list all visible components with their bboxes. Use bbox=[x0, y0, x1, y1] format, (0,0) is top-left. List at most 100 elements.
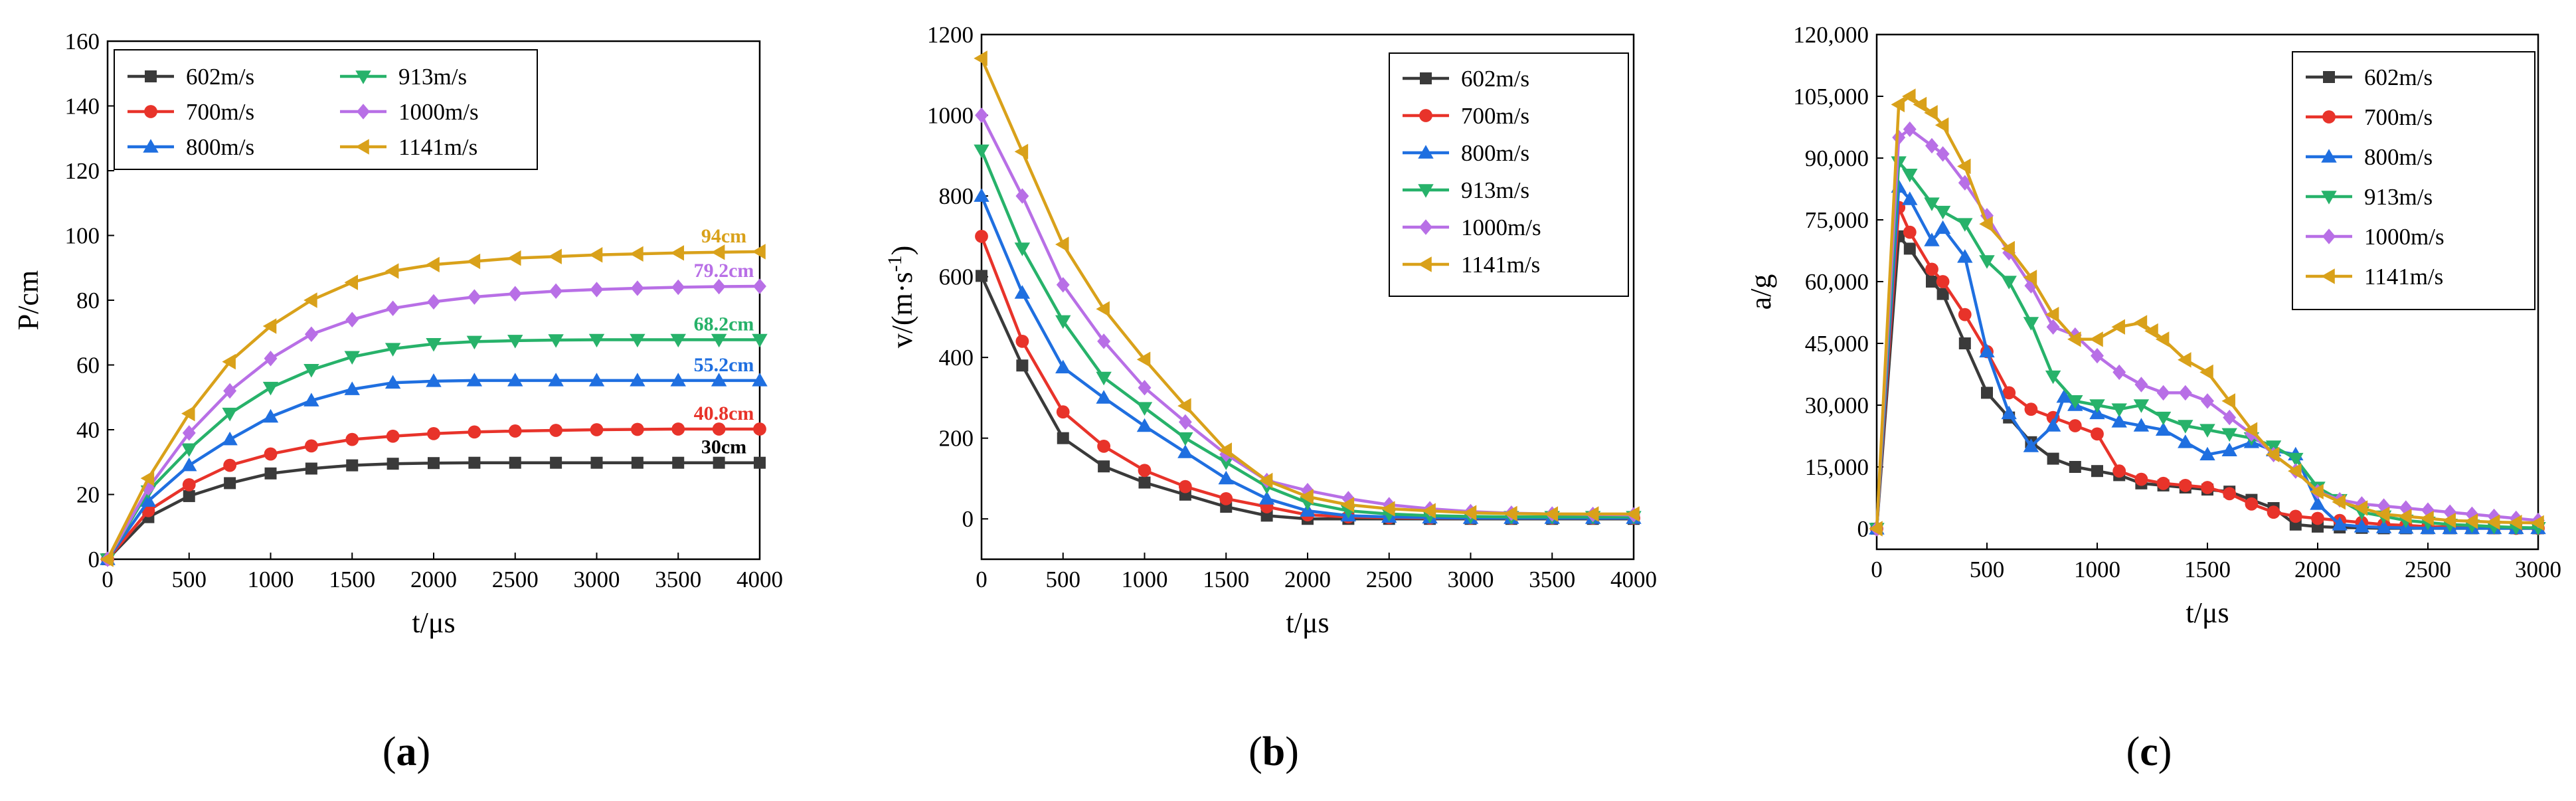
data-point bbox=[975, 107, 988, 124]
y-tick-label: 105,000 bbox=[1793, 84, 1869, 110]
legend-swatch-marker bbox=[1419, 219, 1432, 235]
data-point bbox=[590, 423, 604, 436]
data-point bbox=[181, 443, 197, 457]
data-point bbox=[2375, 506, 2390, 522]
y-tick-label: 15,000 bbox=[1805, 454, 1869, 480]
data-point bbox=[2221, 393, 2235, 409]
data-point bbox=[1869, 521, 1883, 537]
data-point bbox=[1934, 117, 1949, 134]
legend-item-1141m-s: 1141m/s bbox=[340, 134, 477, 160]
data-point bbox=[1957, 218, 1973, 232]
data-point bbox=[752, 333, 768, 348]
data-point bbox=[2002, 386, 2016, 400]
data-point bbox=[2056, 389, 2072, 403]
data-point bbox=[222, 407, 238, 422]
x-tick-label: 500 bbox=[172, 567, 207, 592]
legend-label: 700m/s bbox=[2364, 104, 2433, 130]
data-point bbox=[1936, 275, 1950, 288]
data-point bbox=[1902, 191, 1918, 205]
data-point bbox=[2354, 519, 2370, 533]
legend-box bbox=[114, 49, 538, 170]
chart-a: 0 500 1000 1500 2000 2500 3000 3500 4000 0 20 40 60 8… bbox=[12, 29, 783, 774]
data-point bbox=[2243, 422, 2258, 438]
caption-close: ) bbox=[2158, 729, 2172, 774]
end-label-700m-s: 40.8cm bbox=[694, 402, 754, 424]
legend-item-800m-s: 800m/s bbox=[128, 134, 254, 160]
series-line-800m-s bbox=[106, 379, 760, 561]
data-point bbox=[1260, 509, 1273, 522]
data-point bbox=[2201, 393, 2214, 409]
data-point bbox=[670, 373, 686, 387]
data-point bbox=[181, 457, 197, 472]
data-point bbox=[1097, 333, 1111, 349]
data-point bbox=[385, 375, 401, 389]
data-point bbox=[711, 333, 727, 348]
x-tick-label: 2500 bbox=[2405, 557, 2451, 582]
x-axis-title: t/μs bbox=[1286, 606, 1329, 639]
legend-item-700m-s: 700m/s bbox=[1403, 103, 1529, 129]
data-point bbox=[1958, 337, 1971, 349]
y-tick-label: 80 bbox=[76, 288, 100, 313]
data-point bbox=[2245, 497, 2259, 511]
y-tick-label: 0 bbox=[88, 547, 100, 573]
legend-swatch-marker bbox=[1418, 145, 1434, 159]
legend-item-1141m-s: 1141m/s bbox=[1403, 252, 1540, 278]
data-point bbox=[2156, 476, 2170, 490]
data-point bbox=[1014, 285, 1031, 299]
data-point bbox=[1218, 456, 1234, 470]
data-point bbox=[264, 467, 277, 480]
legend-swatch-marker bbox=[2322, 228, 2336, 244]
data-point bbox=[2069, 461, 2081, 473]
legend-item-1000m-s: 1000m/s bbox=[1403, 215, 1541, 240]
data-point bbox=[1979, 216, 1993, 232]
caption-open: ( bbox=[1248, 729, 1262, 774]
data-point bbox=[2442, 512, 2456, 529]
data-point bbox=[2067, 395, 2083, 409]
data-point bbox=[713, 456, 725, 469]
data-point bbox=[1903, 242, 1916, 255]
data-point bbox=[1219, 491, 1233, 505]
legend-label: 602m/s bbox=[186, 64, 254, 90]
data-point bbox=[1957, 158, 1971, 175]
legend-label: 913m/s bbox=[1461, 177, 1529, 203]
data-point bbox=[630, 333, 645, 348]
data-point bbox=[1056, 277, 1070, 293]
x-tick-label: 1000 bbox=[1122, 567, 1168, 592]
data-point bbox=[1626, 506, 1640, 522]
data-point bbox=[183, 490, 195, 502]
data-point bbox=[550, 456, 562, 469]
data-point bbox=[2045, 418, 2061, 432]
data-point bbox=[2024, 278, 2038, 294]
data-point bbox=[262, 318, 277, 334]
data-point bbox=[2067, 331, 2081, 347]
data-point bbox=[2091, 347, 2104, 364]
data-point bbox=[2047, 452, 2059, 465]
data-point bbox=[1138, 464, 1152, 478]
data-point bbox=[182, 478, 196, 491]
data-point bbox=[2111, 403, 2127, 417]
legend-item-700m-s: 700m/s bbox=[128, 99, 254, 125]
y-axis-title-close: ) bbox=[886, 246, 918, 256]
data-point bbox=[509, 456, 521, 469]
data-point bbox=[1934, 220, 1951, 234]
legend-label: 800m/s bbox=[186, 134, 254, 160]
data-point bbox=[2223, 409, 2237, 426]
data-point bbox=[345, 312, 359, 327]
data-point bbox=[223, 383, 237, 399]
data-point bbox=[1585, 506, 1599, 522]
data-point bbox=[507, 335, 523, 349]
data-point bbox=[2046, 319, 2060, 335]
data-point bbox=[181, 405, 195, 422]
x-tick-label: 1000 bbox=[248, 567, 294, 592]
legend-label: 1141m/s bbox=[398, 134, 477, 160]
legend-swatch-marker bbox=[1420, 72, 1432, 84]
data-point bbox=[140, 493, 157, 507]
data-point bbox=[1979, 343, 1995, 358]
y-tick-label: 120 bbox=[65, 158, 100, 184]
x-tick-label: 1000 bbox=[2074, 557, 2120, 582]
panel-caption: (c) bbox=[2126, 729, 2172, 774]
y-tick-label: 200 bbox=[939, 426, 974, 452]
legend-swatch-marker bbox=[145, 70, 157, 82]
data-point bbox=[711, 244, 725, 260]
